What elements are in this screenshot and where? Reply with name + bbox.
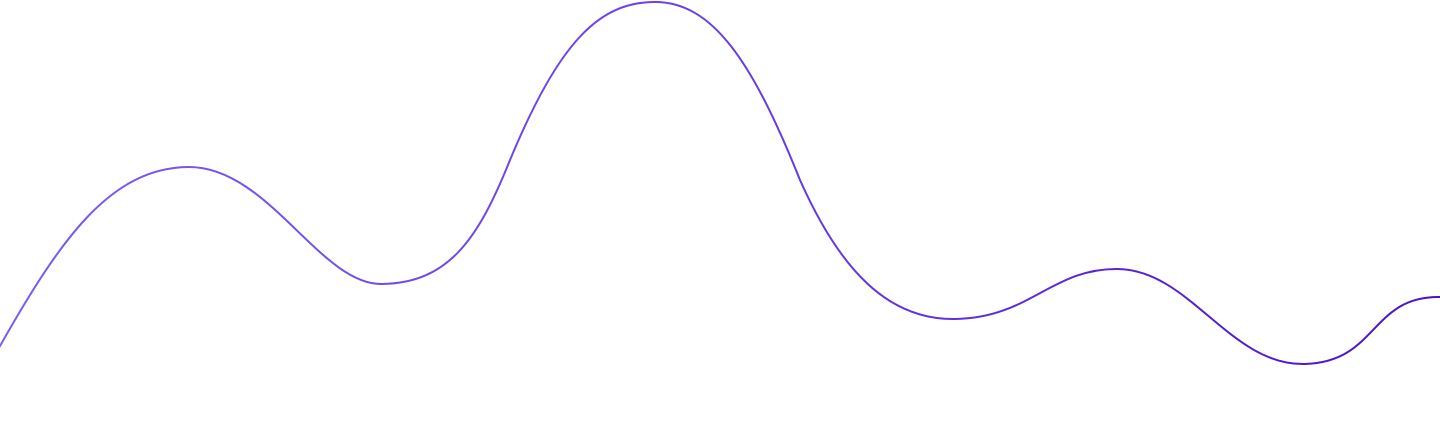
wave-line (0, 0, 1440, 366)
